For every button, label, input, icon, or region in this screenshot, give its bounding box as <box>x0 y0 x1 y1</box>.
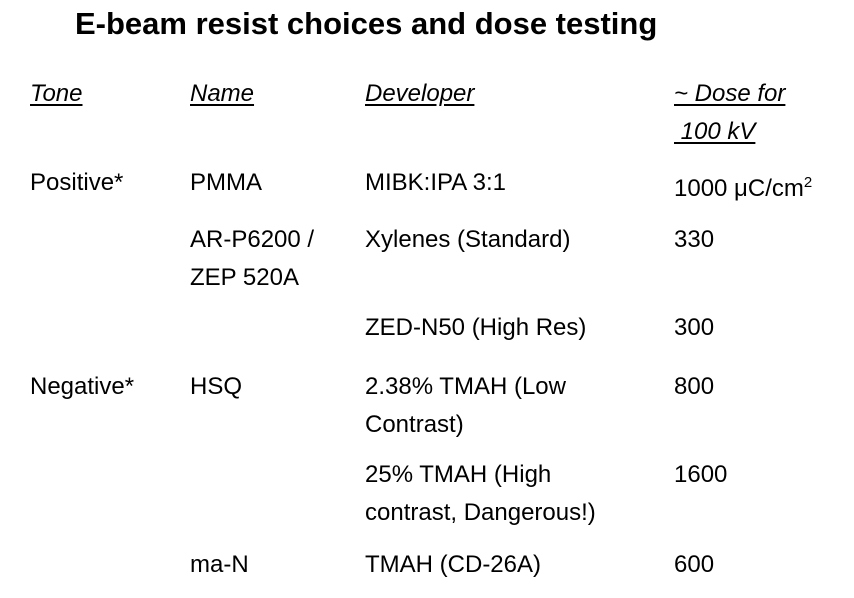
row-5-dose: 1600 <box>674 461 728 488</box>
row-4-developer-line2: Contrast) <box>365 411 464 438</box>
header-dose-line2: 100 kV <box>674 118 756 145</box>
row-4-tone: Negative* <box>30 373 135 400</box>
row-4-developer: 2.38% TMAH (Low Contrast) <box>365 368 566 444</box>
row-4-name: HSQ <box>190 373 243 400</box>
header-developer: Developer <box>365 75 474 113</box>
row-1-tone: Positive* <box>30 169 124 196</box>
row-2-name-line2: ZEP 520A <box>190 264 299 291</box>
row-1-dose-value: 1000 μC/cm <box>674 175 804 202</box>
row-2-name: AR-P6200 / ZEP 520A <box>190 221 314 297</box>
row-2-developer: Xylenes (Standard) <box>365 226 571 253</box>
header-name-label: Name <box>190 80 255 107</box>
row-5-developer-line2: contrast, Dangerous!) <box>365 499 596 526</box>
row-2-name-line1: AR-P6200 / <box>190 226 315 253</box>
row-6-developer: TMAH (CD-26A) <box>365 551 542 578</box>
row-4-developer-line1: 2.38% TMAH (Low <box>365 373 566 400</box>
row-1-name: PMMA <box>190 169 262 196</box>
row-1-dose-exponent: 2 <box>803 174 813 191</box>
slide-title: E-beam resist choices and dose testing <box>75 6 658 41</box>
row-6-name: ma-N <box>190 551 249 578</box>
row-3-developer: ZED-N50 (High Res) <box>365 314 587 341</box>
row-1-dose: 1000 μC/cm2 <box>674 164 812 208</box>
row-1-developer: MIBK:IPA 3:1 <box>365 169 506 196</box>
header-developer-label: Developer <box>365 80 475 107</box>
row-5-developer: 25% TMAH (High contrast, Dangerous!) <box>365 456 596 532</box>
row-4-dose: 800 <box>674 373 715 400</box>
header-dose-line1: ~ Dose for <box>674 80 786 107</box>
row-3-dose: 300 <box>674 314 715 341</box>
row-2-dose: 330 <box>674 226 715 253</box>
row-5-developer-line1: 25% TMAH (High <box>365 461 552 488</box>
header-tone: Tone <box>30 75 83 113</box>
row-6-dose: 600 <box>674 551 715 578</box>
header-tone-label: Tone <box>30 80 83 107</box>
header-dose: ~ Dose for 100 kV <box>674 75 785 151</box>
header-name: Name <box>190 75 254 113</box>
